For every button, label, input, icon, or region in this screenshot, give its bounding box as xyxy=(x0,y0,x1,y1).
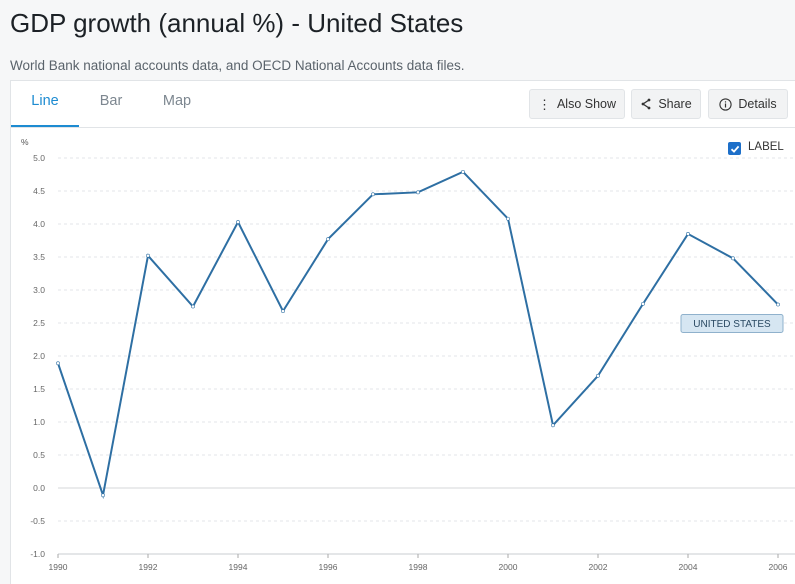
data-point xyxy=(596,373,600,378)
x-tick-label: 1996 xyxy=(319,562,338,572)
x-tick-label: 1998 xyxy=(409,562,428,572)
tab-line[interactable]: Line xyxy=(11,81,79,127)
also-show-button[interactable]: ⋮ Also Show xyxy=(529,89,625,119)
share-label: Share xyxy=(658,97,692,111)
x-tick-label: 2006 xyxy=(769,562,788,572)
tab-map[interactable]: Map xyxy=(162,93,192,109)
data-point xyxy=(236,220,240,224)
data-point xyxy=(551,423,555,428)
data-point xyxy=(281,309,285,314)
x-tick-label: 2000 xyxy=(499,562,518,572)
check-icon xyxy=(730,145,739,153)
data-point xyxy=(371,192,375,197)
data-point xyxy=(461,169,465,174)
y-tick-label: 3.5 xyxy=(33,252,45,262)
chart-panel: Line Bar Map ⋮ Also Show Share Details xyxy=(10,80,795,584)
data-point xyxy=(191,304,195,309)
x-tick-label: 2004 xyxy=(679,562,698,572)
x-tick-label: 1990 xyxy=(49,562,68,572)
y-tick-label: 3.0 xyxy=(33,285,45,295)
y-tick-label: 2.0 xyxy=(33,351,45,361)
y-tick-label: 4.5 xyxy=(33,186,45,196)
share-icon xyxy=(641,98,651,110)
also-show-label: Also Show xyxy=(556,97,617,111)
y-tick-label: 0.5 xyxy=(33,450,45,460)
y-tick-label: -1.0 xyxy=(30,549,45,559)
data-point xyxy=(326,237,330,242)
data-point xyxy=(776,302,780,307)
series-line-group xyxy=(57,170,779,500)
page-subtitle: World Bank national accounts data, and O… xyxy=(10,58,465,73)
y-tick-label: 2.5 xyxy=(33,318,45,328)
data-point xyxy=(506,216,510,221)
data-point xyxy=(101,493,105,498)
y-tick-label: -0.5 xyxy=(30,516,45,526)
series-label: UNITED STATES xyxy=(693,319,771,330)
data-point xyxy=(731,256,735,261)
series-label-group: UNITED STATES xyxy=(680,314,784,334)
y-tick-label: 1.0 xyxy=(33,417,45,427)
share-button[interactable]: Share xyxy=(631,89,701,119)
data-point xyxy=(416,190,420,195)
label-checkbox[interactable] xyxy=(728,142,741,155)
series-line xyxy=(57,170,779,500)
data-point xyxy=(146,253,150,258)
page-title: GDP growth (annual %) - United States xyxy=(10,8,464,38)
label-checkbox-text: LABEL xyxy=(748,141,784,153)
x-axis: 1990 1992 1994 1996 1998 2000 2002 2004 2006 xyxy=(49,553,795,572)
x-tick-label: 2002 xyxy=(589,562,608,572)
data-point xyxy=(56,361,60,366)
y-tick-label: 4.0 xyxy=(33,219,45,229)
data-point xyxy=(686,231,690,236)
chart-type-tabs: Line Bar Map ⋮ Also Show Share Details xyxy=(11,81,795,128)
y-tick-label: 0.0 xyxy=(33,483,45,493)
grid-lines xyxy=(58,157,795,555)
line-chart: % 5.0 4.5 4.0 3.5 3.0 2.5 2.0 1.5 1.0 0.5 0.0 -0.5 -1… xyxy=(21,137,795,572)
x-tick-label: 1992 xyxy=(139,562,158,572)
details-button[interactable]: Details xyxy=(708,89,788,119)
y-tick-label: 1.5 xyxy=(33,384,45,394)
tab-bar[interactable]: Bar xyxy=(99,93,123,109)
data-point xyxy=(641,301,645,306)
series-label-box xyxy=(680,314,784,334)
y-axis-unit-label: % xyxy=(21,137,29,147)
more-vertical-icon: ⋮ xyxy=(537,96,551,112)
y-tick-label: 5.0 xyxy=(33,153,45,163)
info-icon xyxy=(719,97,733,111)
data-points xyxy=(56,169,780,498)
details-label: Details xyxy=(738,97,777,111)
x-tick-label: 1994 xyxy=(229,562,248,572)
y-axis-ticks: % 5.0 4.5 4.0 3.5 3.0 2.5 2.0 1.5 1.0 0.5 0.0 -0.5 -1… xyxy=(21,137,45,559)
